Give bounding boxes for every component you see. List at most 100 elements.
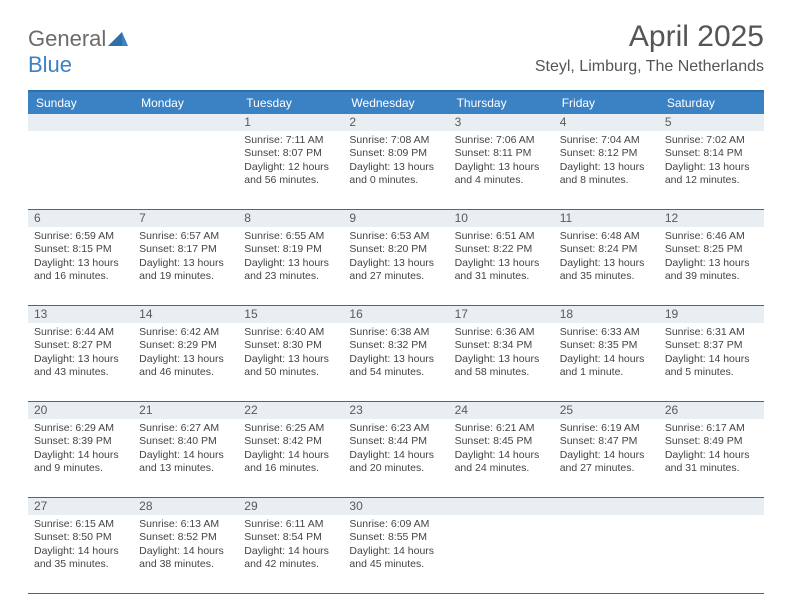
- sunrise-text: Sunrise: 6:38 AM: [349, 326, 442, 339]
- day-number: 11: [554, 210, 659, 227]
- sunset-text: Sunset: 8:32 PM: [349, 339, 442, 352]
- sunrise-text: Sunrise: 6:31 AM: [665, 326, 758, 339]
- sunset-text: Sunset: 8:34 PM: [455, 339, 548, 352]
- dow-monday: Monday: [133, 92, 238, 114]
- daylight-text: Daylight: 14 hours and 35 minutes.: [34, 545, 127, 572]
- dow-sunday: Sunday: [28, 92, 133, 114]
- day-number: 16: [343, 306, 448, 323]
- daylight-text: Daylight: 13 hours and 54 minutes.: [349, 353, 442, 380]
- day-cell: Sunrise: 6:23 AMSunset: 8:44 PMDaylight:…: [343, 419, 448, 497]
- sunset-text: Sunset: 8:45 PM: [455, 435, 548, 448]
- sunset-text: Sunset: 8:25 PM: [665, 243, 758, 256]
- sunset-text: Sunset: 8:12 PM: [560, 147, 653, 160]
- sunrise-text: Sunrise: 6:15 AM: [34, 518, 127, 531]
- sunrise-text: Sunrise: 6:51 AM: [455, 230, 548, 243]
- day-cell: Sunrise: 6:57 AMSunset: 8:17 PMDaylight:…: [133, 227, 238, 305]
- day-cell: Sunrise: 6:09 AMSunset: 8:55 PMDaylight:…: [343, 515, 448, 593]
- sunrise-text: Sunrise: 6:29 AM: [34, 422, 127, 435]
- day-number: 6: [28, 210, 133, 227]
- day-number: 29: [238, 498, 343, 515]
- daylight-text: Daylight: 14 hours and 42 minutes.: [244, 545, 337, 572]
- sunset-text: Sunset: 8:40 PM: [139, 435, 232, 448]
- day-number: 10: [449, 210, 554, 227]
- daylight-text: Daylight: 12 hours and 56 minutes.: [244, 161, 337, 188]
- day-number: 20: [28, 402, 133, 419]
- sunrise-text: Sunrise: 7:04 AM: [560, 134, 653, 147]
- day-cell: Sunrise: 6:42 AMSunset: 8:29 PMDaylight:…: [133, 323, 238, 401]
- sunset-text: Sunset: 8:47 PM: [560, 435, 653, 448]
- day-cell: Sunrise: 7:11 AMSunset: 8:07 PMDaylight:…: [238, 131, 343, 209]
- sunset-text: Sunset: 8:54 PM: [244, 531, 337, 544]
- sunrise-text: Sunrise: 7:11 AM: [244, 134, 337, 147]
- sunset-text: Sunset: 8:19 PM: [244, 243, 337, 256]
- title-block: April 2025 Steyl, Limburg, The Netherlan…: [535, 20, 764, 76]
- empty-cell: [449, 515, 554, 593]
- day-number: [28, 114, 133, 131]
- sunset-text: Sunset: 8:17 PM: [139, 243, 232, 256]
- daylight-text: Daylight: 14 hours and 20 minutes.: [349, 449, 442, 476]
- sunrise-text: Sunrise: 6:09 AM: [349, 518, 442, 531]
- week-row: Sunrise: 7:11 AMSunset: 8:07 PMDaylight:…: [28, 131, 764, 210]
- dow-wednesday: Wednesday: [343, 92, 448, 114]
- day-cell: Sunrise: 6:31 AMSunset: 8:37 PMDaylight:…: [659, 323, 764, 401]
- day-cell: Sunrise: 6:40 AMSunset: 8:30 PMDaylight:…: [238, 323, 343, 401]
- sunrise-text: Sunrise: 6:23 AM: [349, 422, 442, 435]
- daylight-text: Daylight: 14 hours and 5 minutes.: [665, 353, 758, 380]
- sunrise-text: Sunrise: 6:44 AM: [34, 326, 127, 339]
- sunrise-text: Sunrise: 6:59 AM: [34, 230, 127, 243]
- week-header-row: 12345: [28, 114, 764, 131]
- day-number: 27: [28, 498, 133, 515]
- day-number: 17: [449, 306, 554, 323]
- day-cell: Sunrise: 6:33 AMSunset: 8:35 PMDaylight:…: [554, 323, 659, 401]
- sunset-text: Sunset: 8:29 PM: [139, 339, 232, 352]
- logo-sail-icon: [108, 30, 128, 51]
- day-cell: Sunrise: 6:36 AMSunset: 8:34 PMDaylight:…: [449, 323, 554, 401]
- logo-text-general: General: [28, 26, 106, 51]
- daylight-text: Daylight: 14 hours and 27 minutes.: [560, 449, 653, 476]
- sunset-text: Sunset: 8:50 PM: [34, 531, 127, 544]
- sunset-text: Sunset: 8:09 PM: [349, 147, 442, 160]
- day-cell: Sunrise: 6:38 AMSunset: 8:32 PMDaylight:…: [343, 323, 448, 401]
- header: General Blue April 2025 Steyl, Limburg, …: [28, 20, 764, 78]
- empty-cell: [133, 131, 238, 209]
- sunset-text: Sunset: 8:11 PM: [455, 147, 548, 160]
- day-cell: Sunrise: 6:19 AMSunset: 8:47 PMDaylight:…: [554, 419, 659, 497]
- day-number: 7: [133, 210, 238, 227]
- sunrise-text: Sunrise: 6:48 AM: [560, 230, 653, 243]
- day-number: 19: [659, 306, 764, 323]
- daylight-text: Daylight: 13 hours and 31 minutes.: [455, 257, 548, 284]
- daylight-text: Daylight: 13 hours and 58 minutes.: [455, 353, 548, 380]
- sunset-text: Sunset: 8:44 PM: [349, 435, 442, 448]
- day-cell: Sunrise: 6:48 AMSunset: 8:24 PMDaylight:…: [554, 227, 659, 305]
- sunset-text: Sunset: 8:20 PM: [349, 243, 442, 256]
- sunrise-text: Sunrise: 6:55 AM: [244, 230, 337, 243]
- daylight-text: Daylight: 14 hours and 9 minutes.: [34, 449, 127, 476]
- sunrise-text: Sunrise: 6:27 AM: [139, 422, 232, 435]
- sunset-text: Sunset: 8:15 PM: [34, 243, 127, 256]
- week-row: Sunrise: 6:59 AMSunset: 8:15 PM Daylight:…: [28, 227, 764, 306]
- day-cell: Sunrise: 7:08 AMSunset: 8:09 PMDaylight:…: [343, 131, 448, 209]
- sunrise-text: Sunrise: 6:42 AM: [139, 326, 232, 339]
- day-cell: Sunrise: 6:27 AMSunset: 8:40 PMDaylight:…: [133, 419, 238, 497]
- day-number: 2: [343, 114, 448, 131]
- sunset-text: Sunset: 8:52 PM: [139, 531, 232, 544]
- sunset-text: Sunset: 8:22 PM: [455, 243, 548, 256]
- logo: General Blue: [28, 26, 128, 78]
- dow-friday: Friday: [554, 92, 659, 114]
- day-number: 3: [449, 114, 554, 131]
- day-number: 9: [343, 210, 448, 227]
- day-number: 4: [554, 114, 659, 131]
- daylight-text: Daylight: 14 hours and 13 minutes.: [139, 449, 232, 476]
- sunset-text: Sunset: 8:35 PM: [560, 339, 653, 352]
- day-number: [659, 498, 764, 515]
- sunset-text: Sunset: 8:49 PM: [665, 435, 758, 448]
- sunrise-text: Sunrise: 6:11 AM: [244, 518, 337, 531]
- sunrise-text: Sunrise: 6:21 AM: [455, 422, 548, 435]
- dow-saturday: Saturday: [659, 92, 764, 114]
- day-cell: Sunrise: 6:51 AMSunset: 8:22 PMDaylight:…: [449, 227, 554, 305]
- day-number: 18: [554, 306, 659, 323]
- day-number: [133, 114, 238, 131]
- day-number: 5: [659, 114, 764, 131]
- day-cell: Sunrise: 6:17 AMSunset: 8:49 PMDaylight:…: [659, 419, 764, 497]
- day-number: 23: [343, 402, 448, 419]
